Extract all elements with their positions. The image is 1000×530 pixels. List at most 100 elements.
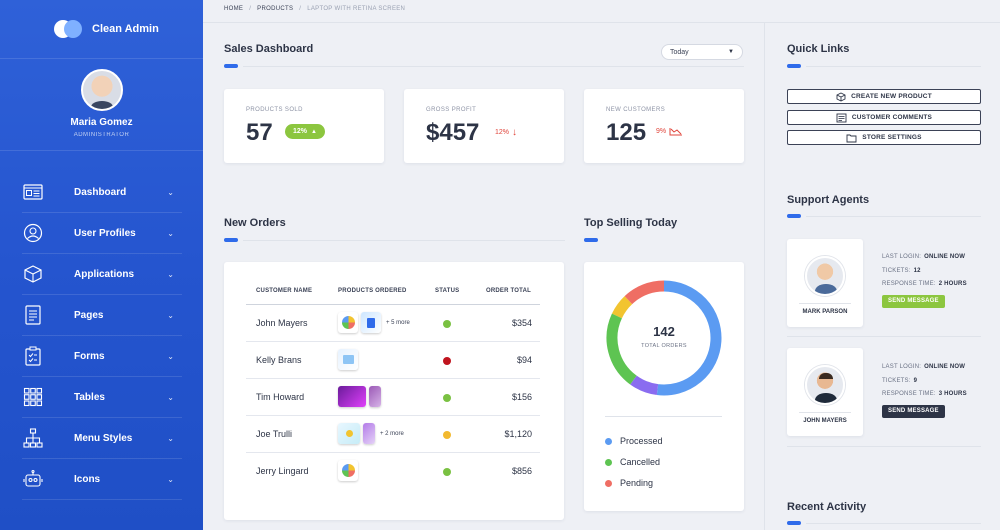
chevron-down-icon: ⌄ — [167, 269, 174, 279]
last-login-label: LAST LOGIN: — [882, 364, 922, 370]
product-image[interactable] — [338, 460, 358, 481]
avatar[interactable] — [80, 69, 123, 111]
donut-slice-purple[interactable] — [630, 375, 659, 396]
folder-icon — [846, 134, 857, 142]
chevron-down-icon: ⌄ — [167, 392, 174, 402]
donut-slice-cancelled[interactable] — [606, 313, 637, 385]
agent-card[interactable]: MARK PARSON — [787, 239, 863, 327]
customer-comments-button[interactable]: CUSTOMER COMMENTS — [787, 110, 981, 125]
user-icon — [22, 223, 44, 243]
table-row[interactable]: Joe Trulli + 2 more $1,120 — [246, 416, 540, 453]
user-profile: Maria Gomez ADMINISTRATOR — [0, 59, 203, 151]
sidebar-item-icons[interactable]: Icons ⌄ — [22, 459, 182, 500]
section-title-orders: New Orders — [224, 217, 286, 229]
button-label: CUSTOMER COMMENTS — [851, 114, 933, 121]
agent-details: LAST LOGIN: ONLINE NOW TICKETS: 9 RESPONSE… — [882, 364, 967, 418]
last-login-label: LAST LOGIN: — [882, 254, 922, 260]
divider — [799, 303, 851, 304]
product-image[interactable] — [361, 312, 381, 333]
product-thumbnails: + 2 more — [338, 423, 404, 444]
avatar[interactable] — [805, 365, 845, 405]
customer-name: John Mayers — [256, 318, 308, 328]
divider — [243, 66, 744, 67]
breadcrumb-products[interactable]: PRODUCTS — [257, 6, 294, 12]
product-thumbnails — [338, 349, 358, 370]
divider — [787, 336, 981, 337]
legend-label: Cancelled — [620, 457, 661, 467]
sidebar-item-user-profiles[interactable]: User Profiles ⌄ — [22, 213, 182, 254]
cube-icon — [836, 91, 846, 102]
table-row[interactable]: Kelly Brans $94 — [246, 342, 540, 379]
section-title-recent-activity: Recent Activity — [787, 501, 867, 513]
avatar[interactable] — [805, 256, 845, 296]
section-accent — [787, 214, 801, 218]
breadcrumb-home[interactable]: HOME — [224, 6, 244, 12]
app-name: Clean Admin — [92, 23, 159, 35]
divider — [605, 416, 722, 417]
chevron-down-icon: ⌄ — [167, 187, 174, 197]
sidebar-item-label: Icons — [74, 473, 101, 485]
last-login-value: ONLINE NOW — [924, 254, 966, 260]
sidebar-item-menu-styles[interactable]: Menu Styles ⌄ — [22, 418, 182, 459]
sidebar-item-tables[interactable]: Tables ⌄ — [22, 377, 182, 418]
column-header[interactable]: CUSTOMER NAME — [256, 288, 313, 294]
product-image[interactable] — [369, 386, 381, 407]
response-label: RESPONSE TIME: — [882, 391, 936, 397]
order-total: $94 — [516, 355, 532, 365]
product-image[interactable] — [363, 423, 375, 444]
section-accent — [787, 64, 801, 68]
table-row[interactable]: Jerry Lingard $856 — [246, 453, 540, 490]
section-accent — [224, 64, 238, 68]
donut-slice-processed[interactable] — [656, 280, 722, 396]
agent-card[interactable]: JOHN MAYERS — [787, 348, 863, 436]
store-settings-button[interactable]: STORE SETTINGS — [787, 130, 981, 145]
product-image[interactable] — [338, 423, 360, 444]
sidebar-item-pages[interactable]: Pages ⌄ — [22, 295, 182, 336]
column-header[interactable]: PRODUCTS ORDERED — [338, 288, 407, 294]
table-row[interactable]: John Mayers + 5 more $354 — [246, 305, 540, 342]
more-products[interactable]: + 2 more — [380, 430, 404, 437]
product-image[interactable] — [338, 386, 366, 407]
column-header[interactable]: ORDER TOTAL — [486, 288, 531, 294]
create-product-button[interactable]: CREATE NEW PRODUCT — [787, 89, 981, 104]
arrow-down-icon: ↓ — [512, 127, 518, 138]
profile-role: ADMINISTRATOR — [73, 132, 130, 138]
donut-center-label: TOTAL ORDERS — [641, 343, 687, 349]
donut-center-value: 142 — [653, 324, 675, 339]
comments-icon — [836, 113, 847, 122]
table-row[interactable]: Tim Howard $156 — [246, 379, 540, 416]
stat-label: NEW CUSTOMERS — [606, 107, 666, 113]
product-image[interactable] — [338, 312, 358, 333]
sidebar-item-forms[interactable]: Forms ⌄ — [22, 336, 182, 377]
customer-name: Joe Trulli — [256, 429, 293, 439]
tickets-label: TICKETS: — [882, 377, 911, 384]
sidebar-item-label: Pages — [74, 309, 104, 321]
legend-swatch — [605, 437, 612, 445]
divider — [806, 216, 981, 217]
more-products[interactable]: + 5 more — [386, 319, 410, 326]
section-title-sales: Sales Dashboard — [224, 43, 314, 55]
response-value: 2 HOURS — [938, 281, 967, 287]
product-image[interactable] — [338, 349, 358, 370]
legend-item: Pending — [605, 478, 653, 488]
chevron-down-icon: ⌄ — [167, 351, 174, 361]
donut-slice-pending[interactable] — [624, 280, 665, 305]
brand[interactable]: Clean Admin — [0, 0, 203, 59]
status-dot — [443, 320, 451, 328]
order-total: $856 — [511, 466, 532, 476]
stat-card-products-sold: PRODUCTS SOLD 57 12% ▲ — [224, 89, 384, 163]
section-accent — [224, 238, 238, 242]
sidebar-item-dashboard[interactable]: Dashboard ⌄ — [22, 172, 182, 213]
period-dropdown[interactable]: Today ▼ — [661, 44, 743, 60]
send-message-button[interactable]: SEND MESSAGE — [882, 404, 945, 418]
sidebar-item-label: Forms — [74, 350, 105, 362]
delta-indicator: 12% ↓ — [495, 127, 517, 138]
period-value: Today — [670, 48, 689, 56]
column-header[interactable]: STATUS — [435, 288, 460, 294]
send-message-button[interactable]: SEND MESSAGE — [882, 294, 945, 308]
page-icon — [22, 305, 44, 325]
legend-swatch — [605, 458, 612, 466]
sidebar-item-applications[interactable]: Applications ⌄ — [22, 254, 182, 295]
donut-slice-yellow[interactable] — [611, 296, 633, 319]
divider — [806, 523, 981, 524]
